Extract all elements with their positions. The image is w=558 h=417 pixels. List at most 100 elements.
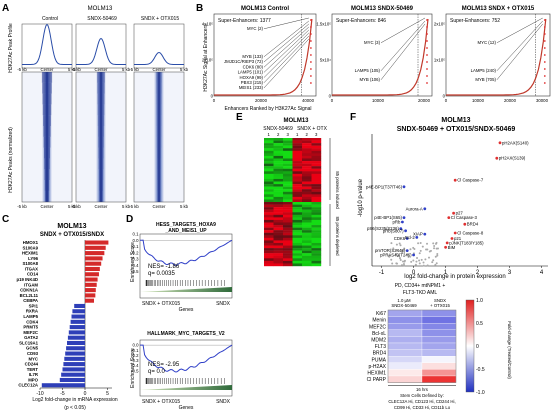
panel-e-heat-cell (311, 212, 322, 215)
panel-g-col2b: + OTX015 (430, 303, 450, 308)
panel-e-heat-cell (264, 235, 274, 239)
panel-c-gene-label: MPO (28, 377, 38, 382)
panel-d-title-2: _AND_MEIS1_UP (164, 228, 207, 234)
panel-e-heat-cell (264, 207, 274, 210)
panel-g-heat-cell (387, 375, 423, 383)
panel-e-heat-cell (283, 171, 293, 175)
panel-e-heat-cell (283, 240, 293, 244)
panel-a-heatmap-core (42, 82, 52, 94)
panel-f-bg-point (406, 253, 409, 256)
panel-f-point (399, 227, 403, 231)
panel-b-super-enhancer-point (426, 33, 428, 35)
panel-e-heat-cell (273, 186, 284, 190)
panel-b-frame (331, 13, 433, 97)
panel-f-bg-point (432, 259, 435, 262)
panel-e-heat-cell (283, 140, 293, 144)
panel-e-heat-cell (302, 227, 312, 231)
panel-g-heat-cell (421, 349, 457, 357)
panel-e-heat-cell (302, 171, 312, 175)
panel-e-heat-cell (311, 171, 322, 175)
panel-b-x-tick: 20000 (504, 98, 517, 103)
panel-e-heat-cell (302, 163, 312, 167)
panel-f-point-label: pRb (393, 220, 401, 225)
panel-b-gene-label: MYC (3) (364, 40, 381, 45)
panel-b-title: MOLM13 SNDX + OTX015 (462, 6, 535, 12)
panel-e-heat-cell (273, 158, 284, 162)
panel-c-bar (66, 346, 85, 351)
panel-e-heat-cell (273, 138, 284, 141)
panel-e-heat-cell (273, 140, 284, 144)
panel-e-heat-cell (311, 209, 322, 213)
panel-b-super-enhancer-point (426, 40, 428, 42)
panel-d-q: q= 0.0035 (148, 271, 176, 277)
panel-e-heat-cell (273, 163, 284, 167)
panel-f-point (495, 156, 499, 160)
panel-f-point (423, 232, 427, 236)
panel-e-heat-cell (283, 148, 293, 151)
panel-g-col1: 1.0 µM (397, 298, 411, 303)
panel-c-gene-label: GATA2 (24, 335, 39, 340)
panel-b-title: MOLM13 Control (241, 6, 289, 12)
panel-e-heat-cell (283, 237, 293, 241)
panel-e-heat-cell (302, 248, 312, 251)
panel-b-super-enhancer-point (543, 75, 546, 77)
panel-f-bg-point (409, 248, 412, 251)
panel-c-gene-label: CD14 (27, 272, 39, 277)
panel-b-super-enhancer-point (426, 19, 428, 21)
panel-e-heat-cell (302, 184, 312, 187)
panel-d-title: HALLMARK_MYC_TARGETS_V2 (147, 331, 225, 337)
panel-e-heat-cell (283, 145, 293, 149)
panel-e-heat-cell (264, 186, 274, 190)
panel-e-heat-cell (292, 209, 303, 213)
panel-e-heat-cell (264, 163, 274, 167)
panel-c-bar (85, 240, 109, 245)
panel-e-heat-cell (311, 184, 322, 187)
panel-e-heat-cell (302, 202, 312, 205)
panel-e-heat-cell (302, 181, 312, 185)
panel-f-bg-point (402, 260, 405, 263)
panel-e-col-label: 1 (296, 132, 299, 137)
panel-b-super-enhancer-point (426, 54, 428, 56)
panel-b-super-enhancer-point (310, 68, 312, 70)
panel-f-point-label: p4E-BP1(T37/T46) (366, 184, 403, 189)
panel-b-super-count: Super-Enhancers: 1377 (218, 18, 271, 24)
panel-a-x-tick: Center (95, 204, 108, 209)
panel-a-heatmap (133, 71, 185, 203)
panel-e-heat-cell (264, 222, 274, 226)
panel-a-x-tick: -5 kb (71, 204, 81, 209)
panel-f-bg-point (428, 250, 431, 253)
panel-e-heat-cell (302, 186, 312, 190)
panel-e-heat-cell (292, 240, 303, 244)
panel-d-y-tick: -0.4 (131, 363, 139, 368)
panel-a-x-tick-top: Center (95, 67, 108, 72)
panel-c-gene-label: CLEC12A (18, 383, 38, 388)
panel-b-super-enhancer-point (310, 54, 312, 56)
panel-e-heat-cell (292, 214, 303, 218)
panel-e-heat-cell (311, 258, 322, 262)
panel-b: H3K27Ac Signal at Enhancers Enhancers Ra… (202, 6, 551, 112)
panel-f-point-label: pH2AX(S139) (499, 156, 526, 161)
panel-e-heat-cell (311, 214, 322, 218)
panel-g-heat-cell (387, 356, 423, 363)
panel-f-point-label: pPRAS40(T246) (380, 253, 412, 258)
panel-e-heat-cell (292, 250, 303, 254)
panel-e-heat-cell (264, 178, 274, 182)
panel-e-heat-cell (302, 242, 312, 246)
panel-e-heat-cell (302, 263, 312, 267)
panel-e-heat-cell (311, 217, 322, 221)
panel-e-heat-cell (311, 245, 322, 249)
panel-b-frame (445, 13, 551, 97)
panel-e-heat-cell (292, 140, 303, 144)
panel-e-heat-cell (311, 186, 322, 190)
panel-e-heat-cell (264, 255, 274, 259)
panel-e-heat-cell (264, 227, 274, 231)
panel-d-es-curve (140, 239, 233, 266)
panel-c-bar (41, 383, 85, 388)
panel-e-heat-cell (273, 194, 284, 198)
panel-letter-e: E (236, 112, 243, 123)
panel-f-bg-point (403, 260, 406, 263)
panel-e-heat-cell (311, 189, 322, 192)
panel-c-gene-label: LY96 (28, 256, 38, 261)
panel-g-heat-cell (421, 316, 457, 324)
